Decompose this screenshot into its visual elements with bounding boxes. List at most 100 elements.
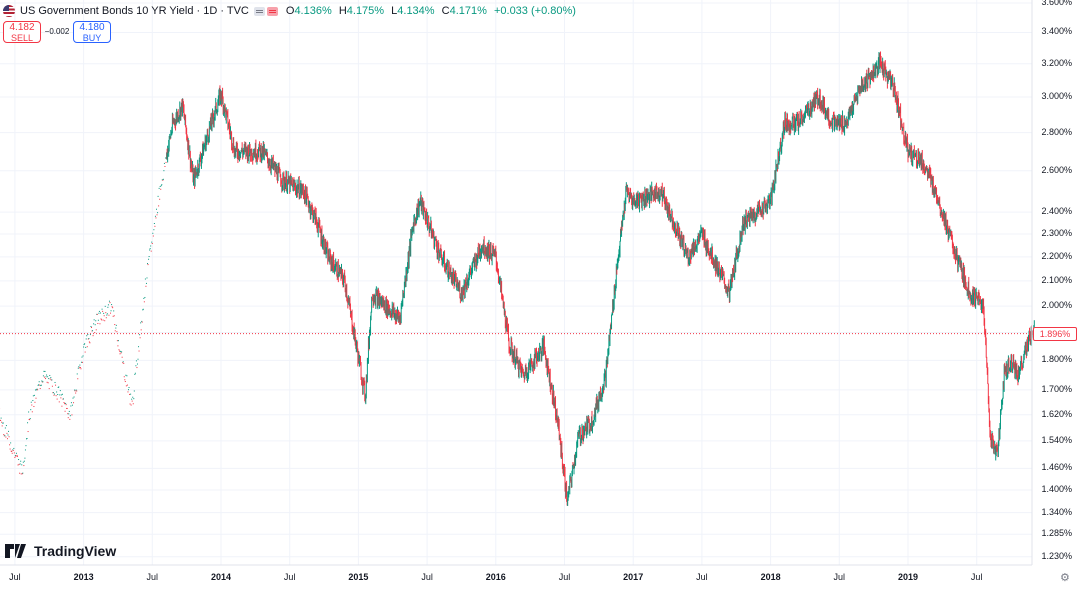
price-dot [98, 310, 100, 312]
price-dot [22, 461, 24, 463]
price-dot [24, 449, 26, 451]
price-dot [1, 425, 3, 427]
price-dot [55, 395, 57, 397]
price-dot [52, 392, 54, 394]
tradingview-logo[interactable]: TradingView [5, 543, 116, 559]
price-dot [165, 161, 167, 163]
price-dot [78, 366, 80, 368]
sell-button[interactable]: 4.182 SELL [3, 21, 41, 43]
price-dot [93, 319, 95, 321]
symbol-title[interactable]: US Government Bonds 10 YR Yield · 1D · T… [20, 5, 249, 17]
price-dot [33, 406, 35, 408]
price-dot [32, 395, 34, 397]
price-dot [40, 385, 42, 387]
price-dot [38, 384, 40, 386]
price-tick-label: 1.460% [1041, 462, 1072, 473]
price-dot [162, 178, 164, 180]
price-tick-label: 1.230% [1041, 550, 1072, 561]
price-tick-label: 3.200% [1041, 57, 1072, 68]
price-dot [107, 304, 109, 306]
buy-price: 4.180 [79, 22, 105, 33]
sell-label: SELL [10, 33, 34, 43]
price-dot [162, 179, 164, 181]
price-dot [139, 337, 141, 339]
price-dot [96, 313, 98, 315]
price-dot [144, 296, 146, 298]
price-dot [70, 405, 72, 407]
price-dot [119, 350, 121, 352]
price-dot [161, 184, 163, 186]
settings-gear-icon[interactable]: ⚙ [1060, 572, 1070, 584]
chart-header: US Government Bonds 10 YR Yield · 1D · T… [3, 3, 580, 19]
price-dot [40, 384, 42, 386]
buy-button[interactable]: 4.180 BUY [73, 21, 111, 43]
price-dot [22, 472, 24, 474]
price-dot [129, 393, 131, 395]
price-dot [129, 403, 131, 405]
time-tick-label: Jul [696, 572, 708, 582]
price-dot [115, 327, 117, 329]
price-dot [3, 435, 5, 437]
price-dot [131, 398, 133, 400]
price-tick-label: 2.800% [1041, 126, 1072, 137]
price-dot [148, 256, 150, 258]
price-dot [164, 157, 166, 159]
price-dot [76, 373, 78, 375]
open-value: 4.136% [294, 5, 332, 17]
price-dot [39, 384, 41, 386]
price-dot [87, 333, 89, 335]
price-dot [30, 401, 32, 403]
price-dot [125, 385, 127, 387]
price-dot [59, 394, 61, 396]
price-dot [0, 417, 2, 419]
price-dot [119, 353, 121, 355]
price-dot [163, 162, 165, 164]
price-dot [26, 438, 28, 440]
price-dot [139, 334, 141, 336]
price-dot [45, 378, 47, 380]
price-dot [113, 310, 115, 312]
price-dot [56, 398, 58, 400]
equals-icon[interactable] [266, 6, 278, 16]
price-dot [138, 346, 140, 348]
price-dot [16, 454, 18, 456]
price-dot [131, 400, 133, 402]
price-dot [55, 384, 57, 386]
price-dot [31, 404, 33, 406]
price-dot [123, 362, 125, 364]
price-dot [59, 390, 61, 392]
price-dot [95, 329, 97, 331]
price-dot [71, 414, 73, 416]
price-tick-label: 1.540% [1041, 434, 1072, 445]
price-dot [12, 449, 14, 451]
price-dot [11, 452, 13, 454]
price-dot [74, 389, 76, 391]
price-dot [149, 249, 151, 251]
price-dot [142, 309, 144, 311]
price-dot [69, 418, 71, 420]
time-tick-label: 2014 [210, 572, 232, 582]
price-dot [145, 282, 147, 284]
price-dot [65, 404, 67, 406]
price-dot [130, 404, 132, 406]
price-dot [13, 452, 15, 454]
time-tick-label: Jul [970, 572, 983, 582]
price-dot [29, 418, 31, 420]
price-dot [89, 334, 91, 336]
price-dot [102, 319, 104, 321]
price-dot [51, 379, 53, 381]
price-dot [19, 463, 21, 465]
price-dot [132, 396, 134, 398]
brand-name: TradingView [34, 543, 117, 559]
minus-icon[interactable] [253, 6, 265, 16]
price-dot [161, 179, 163, 181]
price-dot [110, 310, 112, 312]
time-tick-label: 2017 [623, 572, 644, 582]
price-dot [112, 307, 114, 309]
price-dot [10, 442, 12, 444]
price-dot [98, 312, 100, 314]
price-dot [63, 402, 65, 404]
price-dot [66, 407, 68, 409]
price-dot [30, 409, 32, 411]
